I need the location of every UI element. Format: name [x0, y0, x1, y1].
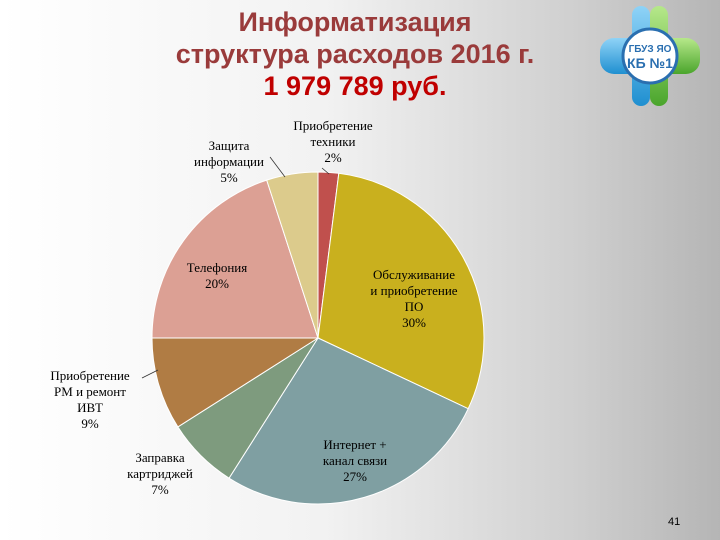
slice-label-3: Заправка картриджей 7% — [127, 450, 193, 497]
hospital-logo: ГБУЗ ЯО КБ №1 — [600, 6, 700, 106]
slice-label-5: Телефония 20% — [187, 260, 247, 291]
logo-badge — [621, 27, 679, 85]
pie-slice-1 — [317, 172, 485, 410]
slice-label-0: Приобретение техники 2% — [293, 118, 373, 165]
slice-label-1: Обслуживание и приобретение ПО 30% — [370, 267, 457, 330]
slice-label-6: Защита информации 5% — [194, 138, 264, 185]
slice-label-4: Приобретение РМ и ремонт ИВТ 9% — [50, 368, 130, 431]
pie-slice-5 — [151, 179, 319, 339]
label-leader-0 — [321, 167, 330, 175]
title-line-1: Информатизация — [238, 7, 472, 37]
logo-text-line-1: ГБУЗ ЯО — [629, 44, 672, 55]
pie-slice-2 — [228, 337, 469, 505]
slide-title: Информатизация структура расходов 2016 г… — [120, 6, 590, 102]
logo-text-line-2: КБ №1 — [627, 55, 673, 71]
slice-label-2: Интернет + канал связи 27% — [323, 437, 387, 484]
label-leader-6 — [269, 156, 286, 178]
pie-slice-4 — [151, 337, 320, 428]
title-line-2: структура расходов 2016 г. — [175, 39, 535, 69]
pie-slice-6 — [266, 171, 319, 339]
label-leader-4 — [141, 369, 159, 379]
page-number: 41 — [668, 516, 681, 528]
title-amount: 1 979 789 руб. — [263, 71, 447, 101]
